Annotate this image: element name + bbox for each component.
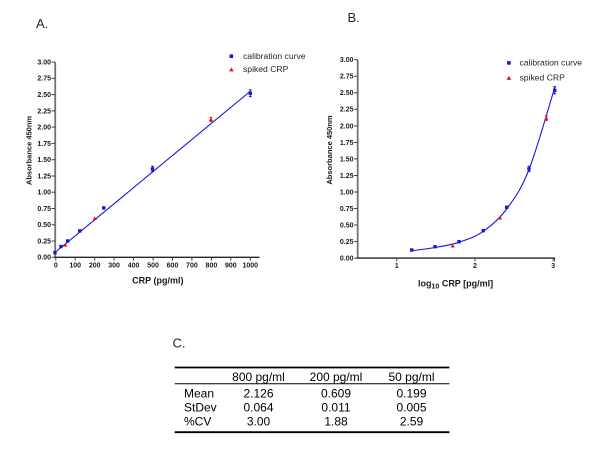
svg-text:3.00: 3.00 [247,414,271,428]
svg-text:900: 900 [225,263,237,270]
svg-text:calibration curve: calibration curve [520,58,583,68]
svg-text:200: 200 [89,263,101,270]
svg-text:0.005: 0.005 [396,400,426,414]
svg-text:0.00: 0.00 [340,256,354,263]
svg-text:0.609: 0.609 [321,387,351,401]
svg-text:500: 500 [147,263,159,270]
svg-text:0.75: 0.75 [340,206,354,213]
svg-text:1.00: 1.00 [37,190,51,197]
svg-text:300: 300 [108,263,120,270]
svg-text:Absorbance 450nm: Absorbance 450nm [325,115,334,185]
svg-text:0.25: 0.25 [37,238,51,245]
svg-text:0.00: 0.00 [37,255,51,262]
svg-text:3.00: 3.00 [340,57,354,64]
svg-text:0.199: 0.199 [396,387,426,401]
svg-text:800: 800 [206,263,218,270]
svg-text:2.50: 2.50 [37,92,51,99]
svg-text:2.00: 2.00 [37,125,51,132]
svg-text:1.75: 1.75 [37,141,51,148]
svg-text:0.011: 0.011 [321,400,350,414]
svg-text:1.75: 1.75 [340,140,354,147]
svg-text:1.50: 1.50 [340,156,354,163]
svg-text:1000: 1000 [243,263,259,270]
svg-text:0.25: 0.25 [340,239,354,246]
svg-text:1.25: 1.25 [37,173,51,180]
svg-text:%CV: %CV [184,414,211,428]
svg-text:2.75: 2.75 [340,74,354,81]
svg-text:2.00: 2.00 [340,123,354,130]
svg-text:3: 3 [551,263,555,270]
svg-text:400: 400 [128,263,140,270]
svg-text:Mean: Mean [184,387,214,401]
svg-text:1.88: 1.88 [324,414,348,428]
svg-text:CRP (pg/ml): CRP (pg/ml) [132,276,183,286]
svg-text:3.00: 3.00 [37,60,51,67]
svg-text:2.59: 2.59 [400,414,424,428]
svg-text:C.: C. [173,336,186,351]
svg-text:1.00: 1.00 [340,189,354,196]
svg-text:200 pg/ml: 200 pg/ml [310,370,363,384]
svg-text:B.: B. [348,10,360,25]
svg-text:1.50: 1.50 [37,157,51,164]
svg-text:800 pg/ml: 800 pg/ml [232,370,285,384]
svg-text:50 pg/ml: 50 pg/ml [388,370,434,384]
svg-text:calibration curve: calibration curve [243,51,306,61]
svg-text:2.25: 2.25 [340,107,354,114]
svg-text:spiked CRP: spiked CRP [520,73,566,83]
svg-text:1.25: 1.25 [340,173,354,180]
svg-text:2.126: 2.126 [243,387,273,401]
svg-text:0.064: 0.064 [243,400,273,414]
svg-text:spiked CRP: spiked CRP [243,64,289,74]
svg-text:A.: A. [36,16,48,31]
svg-text:log10 CRP [pg/ml]: log10 CRP [pg/ml] [418,279,493,291]
svg-text:Absorbance 450nm: Absorbance 450nm [24,116,33,186]
svg-text:StDev: StDev [184,400,217,414]
svg-text:1: 1 [395,263,399,270]
svg-text:2.25: 2.25 [37,108,51,115]
svg-text:0: 0 [54,263,58,270]
svg-text:600: 600 [167,263,179,270]
svg-text:0.75: 0.75 [37,206,51,213]
svg-text:2.75: 2.75 [37,76,51,83]
svg-text:2: 2 [473,263,477,270]
svg-text:0.50: 0.50 [37,222,51,229]
svg-text:700: 700 [186,263,198,270]
svg-text:0.50: 0.50 [340,222,354,229]
svg-text:100: 100 [69,263,81,270]
svg-text:2.50: 2.50 [340,90,354,97]
